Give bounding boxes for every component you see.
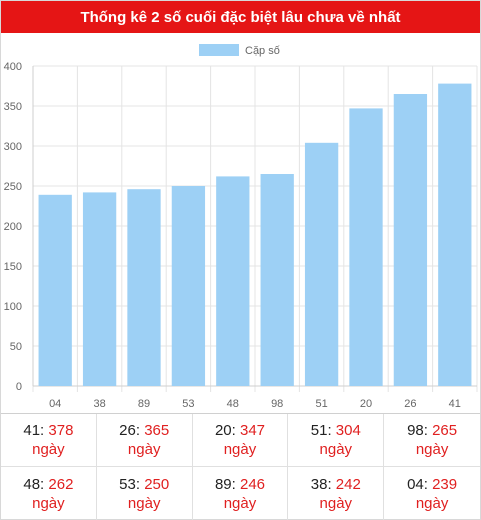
- y-tick-label: 0: [16, 381, 22, 393]
- stat-days: 262: [48, 475, 74, 493]
- stat-separator: :: [135, 475, 145, 493]
- stat-cell: 26: 365 ngày: [96, 414, 193, 467]
- stat-unit: ngày: [319, 441, 353, 458]
- stat-cell: 04: 239 ngày: [384, 467, 480, 520]
- stat-days: 365: [144, 422, 170, 439]
- stat-line: 98: 265: [407, 421, 457, 440]
- y-tick-label: 150: [4, 261, 22, 273]
- y-tick-label: 250: [4, 181, 22, 193]
- x-tick-label: 20: [360, 398, 372, 410]
- stat-cell: 98: 265 ngày: [384, 414, 480, 467]
- stat-pair: 48: [23, 475, 41, 493]
- stat-unit: ngày: [223, 494, 257, 512]
- stat-days: 242: [335, 475, 361, 493]
- y-tick-label: 300: [4, 141, 22, 153]
- stat-separator: :: [423, 475, 433, 493]
- y-tick-label: 400: [4, 61, 22, 73]
- bar-48: [216, 176, 250, 386]
- bar-51: [304, 142, 339, 386]
- x-tick-label: 41: [449, 398, 461, 410]
- bar-41: [438, 83, 472, 386]
- stat-separator: :: [231, 422, 240, 439]
- stat-pair: 51: [310, 422, 328, 439]
- stat-unit: ngày: [32, 441, 65, 458]
- stat-unit: ngày: [32, 494, 65, 512]
- stat-line: 89: 246: [215, 475, 265, 494]
- x-tick-label: 98: [271, 398, 283, 410]
- stat-days: 246: [239, 475, 266, 493]
- stat-pair: 53: [119, 475, 136, 493]
- stat-separator: :: [327, 422, 336, 439]
- x-tick-label: 89: [138, 398, 150, 410]
- bar-04: [38, 194, 72, 386]
- stat-days: 239: [432, 475, 458, 493]
- stat-separator: :: [327, 475, 336, 493]
- bar-98: [260, 174, 294, 386]
- stat-separator: :: [423, 422, 433, 439]
- stat-line: 38: 242: [311, 475, 361, 494]
- stat-pair: 98: [407, 422, 424, 439]
- stat-cell: 53: 250 ngày: [97, 467, 193, 520]
- stat-line: 04: 239: [407, 475, 457, 494]
- bar-chart: Cặp số 0 50 100 150 200 250 300 350 400 04 38 89 53 48…: [4, 44, 478, 410]
- stat-pair: 04: [407, 475, 424, 493]
- stat-separator: :: [40, 422, 49, 439]
- stat-pair: 41: [23, 422, 41, 439]
- y-tick-label: 200: [4, 221, 22, 233]
- stat-separator: :: [231, 475, 240, 493]
- x-tick-label: 51: [315, 398, 327, 410]
- stat-pair: 20: [214, 422, 232, 439]
- bar-53: [171, 186, 206, 386]
- stat-unit: ngày: [127, 441, 161, 458]
- stat-cell: 20: 347 ngày: [192, 414, 289, 467]
- stat-unit: ngày: [319, 494, 353, 512]
- stat-unit: ngày: [415, 494, 449, 512]
- stat-line: 51: 304: [311, 421, 361, 440]
- bar-89: [127, 189, 161, 386]
- stat-pair: 26: [119, 422, 136, 439]
- x-tick-label: 38: [93, 398, 105, 410]
- x-tick-label: 04: [49, 398, 61, 410]
- legend-swatch: [199, 44, 239, 56]
- y-tick-label: 100: [4, 301, 22, 313]
- legend-label: Cặp số: [245, 45, 280, 57]
- stat-days: 304: [335, 422, 361, 439]
- stat-line: 26: 365: [119, 421, 169, 440]
- stat-separator: :: [135, 422, 145, 439]
- stat-cell: 89: 246 ngày: [193, 467, 289, 520]
- stat-cell: 41: 378 ngày: [1, 414, 97, 467]
- stats-grid: 41: 378 ngày 26: 365 ngày 20: 347 ngày 51: 304…: [1, 413, 480, 520]
- x-tick-label: 53: [182, 398, 194, 410]
- stat-separator: :: [40, 475, 49, 493]
- stat-unit: ngày: [415, 441, 449, 458]
- stat-days: 265: [432, 422, 458, 439]
- stat-line: 20: 347: [215, 421, 265, 440]
- x-tick-label: 26: [404, 398, 416, 410]
- stat-days: 378: [48, 422, 74, 439]
- stat-days: 347: [239, 422, 266, 439]
- y-tick-label: 50: [10, 341, 22, 353]
- bar-20: [349, 108, 383, 387]
- stat-cell: 51: 304 ngày: [288, 414, 385, 467]
- chart-area: Cặp số 0 50 100 150 200 250 300 350 400 04 38 89 53 48…: [1, 33, 480, 413]
- stat-cell: 48: 262 ngày: [1, 467, 97, 520]
- stat-pair: 89: [214, 475, 232, 493]
- widget-title: Thống kê 2 số cuối đặc biệt lâu chưa về …: [1, 1, 480, 33]
- stat-line: 41: 378: [23, 421, 73, 440]
- bar-26: [393, 94, 428, 386]
- widget-title-text: Thống kê 2 số cuối đặc biệt lâu chưa về …: [80, 8, 401, 26]
- bar-38: [82, 192, 117, 386]
- stat-days: 250: [144, 475, 170, 493]
- stat-unit: ngày: [223, 441, 257, 458]
- stat-line: 48: 262: [23, 475, 73, 494]
- stat-line: 53: 250: [119, 475, 169, 494]
- stat-pair: 38: [310, 475, 328, 493]
- y-tick-label: 350: [4, 101, 22, 113]
- stat-cell: 38: 242 ngày: [288, 467, 385, 520]
- stat-unit: ngày: [127, 494, 161, 512]
- x-tick-label: 48: [227, 398, 239, 410]
